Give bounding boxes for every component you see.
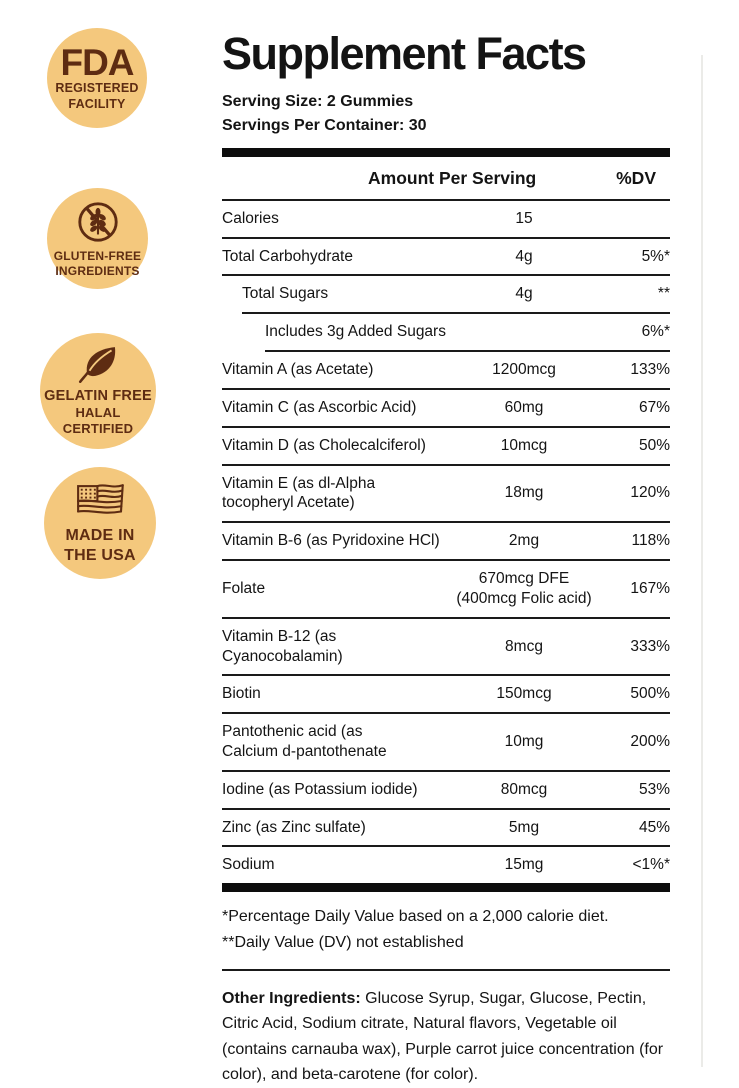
wheat-crossed-icon: [77, 201, 118, 242]
row-nutrient-name: Vitamin C (as Ascorbic Acid): [222, 398, 417, 416]
other-ingredients-text: Glucose Syrup, Sugar, Glucose, Pectin, C…: [222, 989, 664, 1084]
panel-title: Supplement Facts: [222, 28, 587, 79]
row-dv: 167%: [630, 579, 670, 597]
row-dv: 333%: [630, 637, 670, 655]
row-nutrient-name: Vitamin A (as Acetate): [222, 361, 374, 379]
row-nutrient-name: Iodine (as Potassium iodide): [222, 780, 418, 798]
row-dv: 6%*: [641, 323, 670, 341]
amount-per-serving-header: Amount Per Serving: [368, 167, 537, 188]
badge-fda-registered-facility: FDA REGISTERED FACILITY: [47, 28, 147, 128]
row-dv: 133%: [630, 361, 670, 379]
thick-rule-bottom: [222, 883, 670, 893]
serving-size: Serving Size: 2 Gummies: [222, 92, 414, 110]
other-ingredients-label: Other Ingredients:: [222, 989, 361, 1007]
leaf-icon: [78, 346, 116, 383]
row-amount: 1200mcg: [492, 361, 556, 379]
row-dv: 67%: [638, 398, 670, 416]
row-amount: 8mcg: [505, 637, 543, 655]
footnote-daily-value: *Percentage Daily Value based on a 2,000…: [222, 908, 609, 926]
other-ingredients: Other Ingredients: Glucose Syrup, Sugar,…: [222, 971, 670, 1088]
row-amount: 15mg: [504, 856, 544, 874]
badge-line: REGISTERED: [55, 80, 139, 95]
dv-header: %DV: [616, 167, 656, 188]
badge-gluten-free: GLUTEN-FREE INGREDIENTS: [47, 188, 148, 289]
table-row: Vitamin A (as Acetate) 1200mcg 133%: [222, 352, 670, 390]
row-dv: 500%: [630, 685, 670, 703]
row-amount: 10mg: [504, 733, 544, 751]
facts-table-body: Calories 15 Total Carbohydrate 4g 5%* To…: [222, 201, 670, 884]
servings-per-container: Servings Per Container: 30: [222, 116, 427, 134]
table-row: Includes 3g Added Sugars 6%*: [265, 314, 670, 353]
badge-line: FACILITY: [68, 96, 126, 111]
row-amount: 4g: [515, 247, 533, 265]
table-row: Folate 670mcg DFE (400mcg Folic acid) 16…: [222, 561, 670, 619]
row-dv: 200%: [630, 733, 670, 751]
us-flag-icon: [77, 484, 124, 514]
badge-line: MADE IN: [65, 527, 135, 544]
row-nutrient-name: Zinc (as Zinc sulfate): [222, 818, 366, 836]
badge-line: INGREDIENTS: [55, 263, 140, 278]
table-row: Vitamin B-6 (as Pyridoxine HCl) 2mg 118%: [222, 523, 671, 562]
row-dv: <1%*: [632, 856, 671, 874]
table-row: Vitamin B-12 (as Cyanocobalamin) 8mcg 33…: [222, 619, 670, 677]
row-amount: 80mcg: [500, 780, 548, 798]
fda-text: FDA: [60, 41, 134, 83]
row-nutrient-name: Calories: [222, 209, 279, 227]
table-row: Total Sugars 4g **: [242, 276, 670, 315]
row-amount: 4g: [515, 285, 533, 303]
row-nutrient-name: Vitamin E (as dl-Alpha tocopheryl Acetat…: [222, 474, 376, 512]
row-dv: 50%: [638, 436, 670, 454]
row-amount: 5mg: [508, 818, 540, 836]
row-amount: 18mg: [504, 484, 544, 502]
row-nutrient-name: Vitamin B-6 (as Pyridoxine HCl): [222, 532, 440, 550]
row-nutrient-name: Folate: [222, 579, 266, 597]
table-row: Pantothenic acid (as Calcium d-pantothen…: [222, 714, 670, 772]
badge-gelatin-free-halal: GELATIN FREE HALAL CERTIFIED: [40, 333, 156, 449]
row-amount: 10mcg: [500, 436, 548, 454]
row-nutrient-name: Pantothenic acid (as Calcium d-pantothen…: [222, 723, 387, 760]
row-nutrient-name: Vitamin D (as Cholecalciferol): [222, 436, 426, 454]
table-row: Calories 15: [222, 201, 670, 239]
row-dv: 53%: [638, 780, 670, 798]
row-dv: 118%: [631, 532, 671, 550]
card-edge-divider: [701, 55, 703, 1067]
row-amount: 150mcg: [496, 685, 552, 703]
row-nutrient-name: Vitamin B-12 (as Cyanocobalamin): [222, 627, 343, 665]
table-row: Zinc (as Zinc sulfate) 5mg 45%: [222, 810, 670, 848]
row-amount: 60mg: [504, 398, 544, 416]
row-amount: 2mg: [508, 532, 540, 550]
row-dv: 5%*: [641, 247, 670, 265]
supplement-facts-panel: Supplement Facts Serving Size: 2 Gummies…: [222, 28, 670, 1088]
row-dv: 45%: [638, 818, 670, 836]
badge-line: THE USA: [64, 547, 136, 564]
table-header: Amount Per Serving %DV: [222, 157, 670, 201]
row-nutrient-name: Total Sugars: [242, 285, 329, 303]
row-dv: **: [657, 285, 670, 303]
badge-line: GLUTEN-FREE: [53, 248, 142, 263]
row-nutrient-name: Includes 3g Added Sugars: [265, 323, 446, 341]
footnotes: *Percentage Daily Value based on a 2,000…: [222, 892, 670, 971]
footnote-dv-not-established: **Daily Value (DV) not established: [222, 933, 464, 951]
table-row: Vitamin E (as dl-Alpha tocopheryl Acetat…: [222, 466, 670, 524]
row-amount: 15: [515, 209, 533, 227]
table-row: Biotin 150mcg 500%: [222, 676, 670, 715]
table-row: Total Carbohydrate 4g 5%*: [222, 239, 670, 277]
row-nutrient-name: Total Carbohydrate: [222, 247, 353, 265]
table-row: Sodium 15mg <1%*: [222, 847, 670, 883]
thick-rule-top: [222, 147, 670, 157]
row-nutrient-name: Biotin: [222, 685, 261, 703]
table-row: Vitamin D (as Cholecalciferol) 10mcg 50%: [222, 428, 670, 466]
table-row: Vitamin C (as Ascorbic Acid) 60mg 67%: [222, 390, 670, 428]
table-row: Iodine (as Potassium iodide) 80mcg 53%: [222, 772, 670, 810]
badge-line: HALAL CERTIFIED: [62, 404, 134, 437]
row-nutrient-name: Sodium: [222, 856, 275, 874]
row-dv: 120%: [630, 484, 670, 502]
badge-line: GELATIN FREE: [44, 387, 152, 404]
row-amount: 670mcg DFE (400mcg Folic acid): [456, 570, 592, 607]
badge-made-in-usa: MADE IN THE USA: [44, 467, 156, 579]
